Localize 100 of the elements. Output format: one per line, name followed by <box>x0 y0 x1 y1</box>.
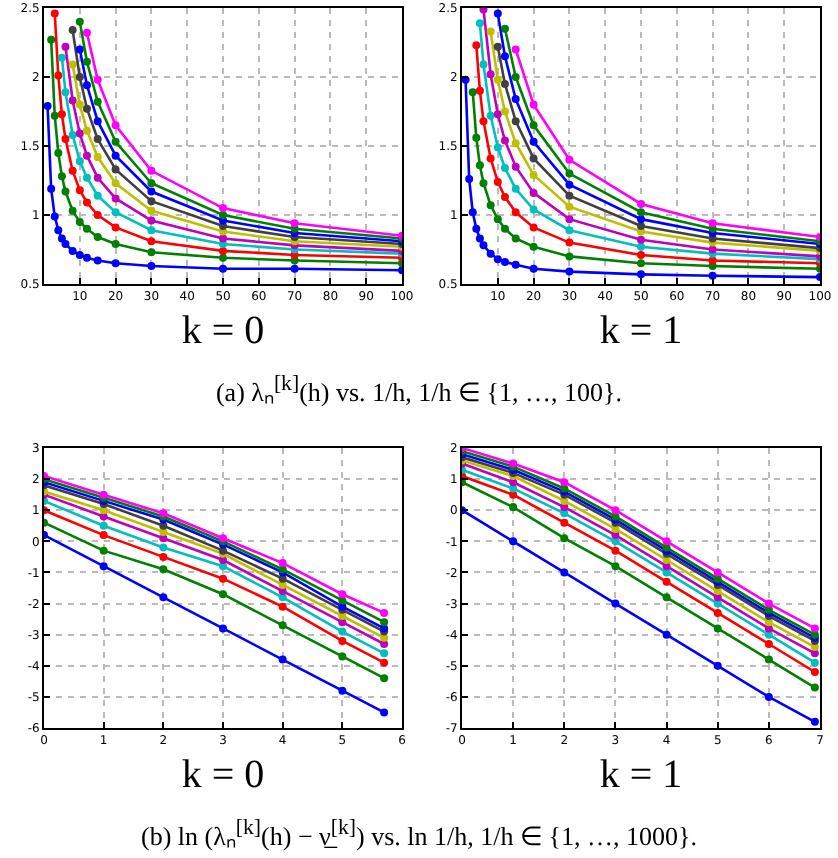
point <box>810 658 819 667</box>
point <box>159 565 168 574</box>
point <box>61 42 70 51</box>
point <box>278 574 287 583</box>
point <box>713 599 722 608</box>
x-axis-title: k = 1 <box>599 753 683 798</box>
point <box>75 157 84 166</box>
point <box>560 518 569 527</box>
point <box>82 28 91 37</box>
point <box>475 161 484 170</box>
point <box>637 259 645 268</box>
point <box>54 148 63 157</box>
point <box>111 121 120 130</box>
point <box>565 169 574 178</box>
point <box>475 234 484 243</box>
point <box>159 543 168 552</box>
point <box>68 96 77 105</box>
point <box>47 184 56 193</box>
point <box>111 259 120 268</box>
point <box>219 264 227 273</box>
point <box>511 117 520 126</box>
point <box>565 267 574 276</box>
point <box>529 100 538 109</box>
point <box>111 179 120 188</box>
point <box>565 215 574 224</box>
point <box>68 206 77 215</box>
point <box>82 173 91 182</box>
point <box>147 179 156 188</box>
point <box>810 624 819 633</box>
point <box>637 215 645 224</box>
point <box>509 537 518 546</box>
x-axis-title: k = 0 <box>181 753 265 798</box>
point <box>93 173 102 182</box>
point <box>68 166 77 175</box>
point <box>290 219 299 228</box>
point <box>565 191 574 200</box>
point <box>500 136 509 145</box>
point <box>486 249 495 258</box>
point <box>500 52 509 61</box>
point <box>147 197 156 206</box>
point <box>611 562 620 571</box>
point <box>57 53 66 62</box>
point <box>147 237 156 246</box>
point <box>708 219 717 228</box>
point <box>708 256 717 265</box>
point <box>486 70 495 79</box>
point <box>278 655 287 664</box>
point <box>764 599 773 608</box>
point <box>565 202 574 211</box>
point <box>54 71 63 80</box>
point <box>637 235 645 244</box>
point <box>219 211 227 219</box>
point <box>68 26 77 35</box>
point <box>493 75 502 84</box>
point <box>338 686 347 695</box>
point <box>278 621 287 630</box>
point <box>50 212 59 221</box>
point <box>713 608 722 617</box>
point <box>57 110 66 119</box>
point <box>637 199 645 208</box>
point <box>219 234 227 243</box>
point <box>338 652 347 661</box>
point <box>810 717 819 726</box>
point <box>380 608 389 617</box>
point <box>278 602 287 611</box>
point <box>500 257 509 266</box>
point <box>50 9 59 18</box>
point <box>93 153 102 162</box>
point <box>529 242 538 251</box>
point <box>82 81 91 90</box>
point <box>493 110 502 119</box>
point <box>529 223 538 232</box>
text: (b) ln (λₙ$^{[k]}$(h) − ν̲$^{[k]}$) vs. ln 1/h, 1/h ∈ {1, …, 1000}. <box>138 814 699 852</box>
point <box>338 636 347 645</box>
point <box>500 79 509 88</box>
point <box>493 177 502 186</box>
point <box>99 546 108 555</box>
point <box>511 73 520 81</box>
point <box>511 260 520 269</box>
point <box>713 624 722 633</box>
point <box>662 630 671 639</box>
point <box>380 658 389 667</box>
point <box>500 164 509 173</box>
point <box>764 692 773 701</box>
point <box>111 151 120 160</box>
point <box>479 241 488 250</box>
point <box>479 60 488 69</box>
point <box>611 599 620 608</box>
point <box>560 534 569 543</box>
point <box>713 661 722 670</box>
point <box>465 175 474 184</box>
point <box>75 217 84 226</box>
point <box>61 88 70 97</box>
point <box>493 42 502 51</box>
point <box>511 234 520 243</box>
point <box>75 45 84 54</box>
point <box>219 204 227 213</box>
point <box>75 73 84 81</box>
point <box>565 238 574 247</box>
point <box>93 75 102 84</box>
